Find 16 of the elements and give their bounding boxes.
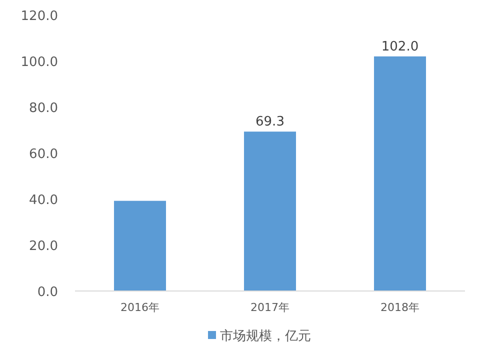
bar <box>374 56 426 291</box>
bar <box>244 132 296 291</box>
y-tick-label: 100.0 <box>20 55 58 70</box>
data-label: 69.3 <box>256 114 284 130</box>
legend: 市场规模，亿元 <box>208 329 311 344</box>
bar <box>114 200 166 291</box>
y-tick-label: 40.0 <box>29 193 58 208</box>
data-label: 102.0 <box>381 39 419 54</box>
x-tick-label: 2016年 <box>120 301 160 314</box>
y-tick-label: 80.0 <box>29 101 58 116</box>
x-tick-label: 2017年 <box>250 301 290 314</box>
x-tick-label: 2018年 <box>380 301 420 314</box>
y-tick-label: 120.0 <box>20 9 58 24</box>
y-tick-label: 0.0 <box>37 285 58 300</box>
y-tick-label: 60.0 <box>29 147 58 162</box>
y-tick-label: 20.0 <box>29 239 58 254</box>
